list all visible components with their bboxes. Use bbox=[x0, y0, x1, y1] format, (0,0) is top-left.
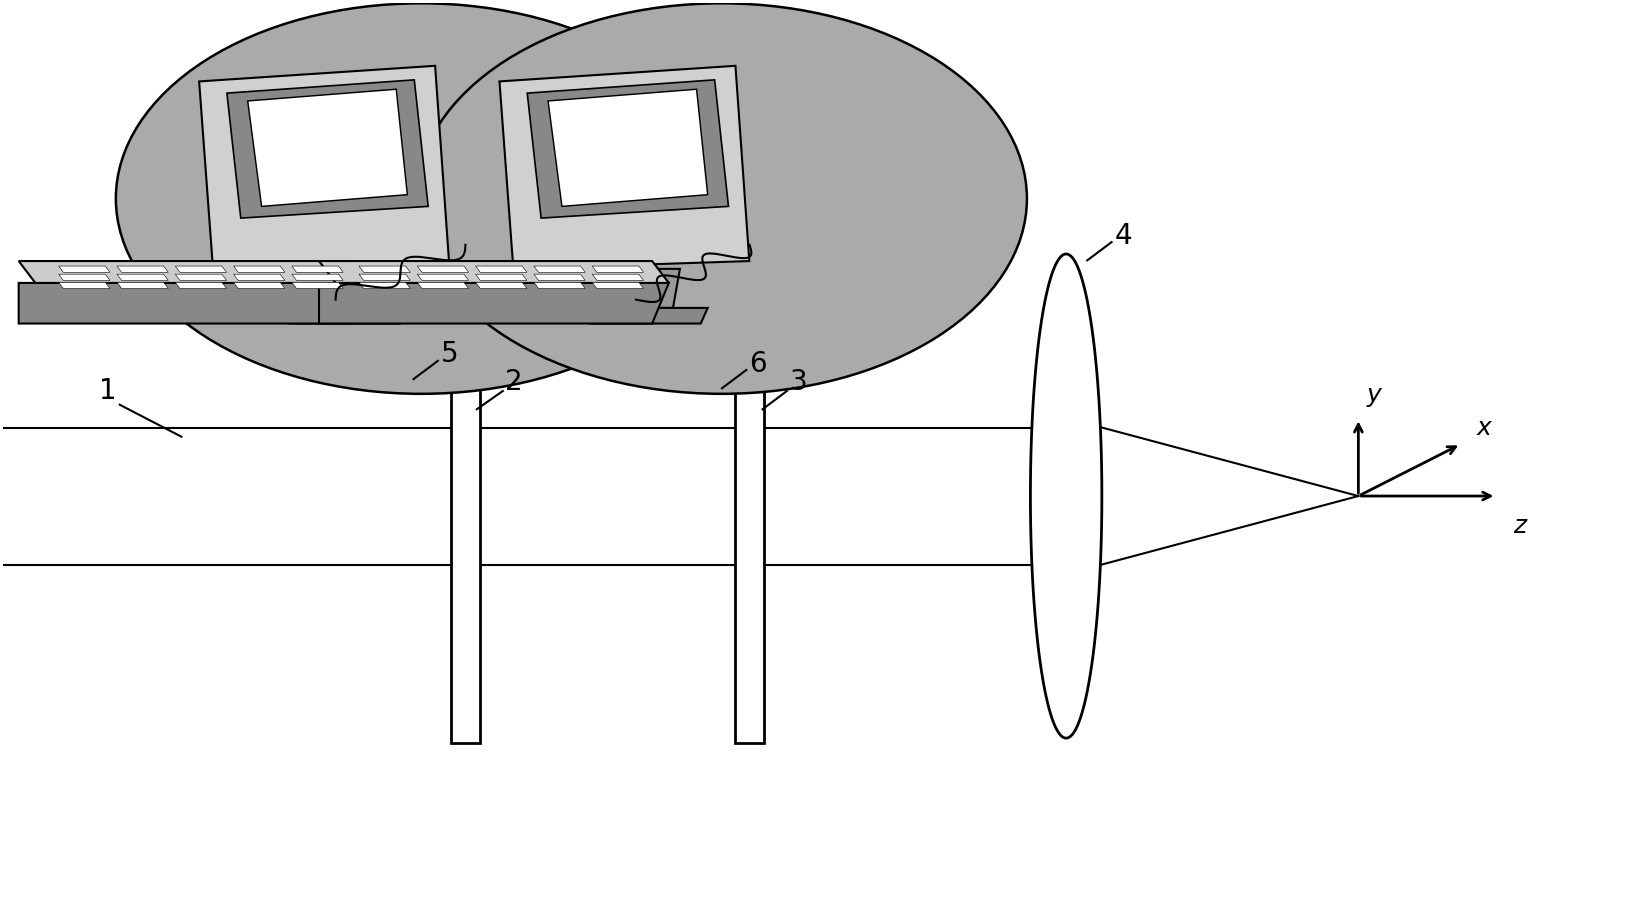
Polygon shape bbox=[310, 269, 380, 308]
Text: 5: 5 bbox=[440, 340, 458, 369]
Polygon shape bbox=[358, 282, 411, 289]
Polygon shape bbox=[593, 267, 643, 272]
Polygon shape bbox=[292, 274, 344, 280]
Text: z: z bbox=[1513, 515, 1526, 539]
Text: 4: 4 bbox=[1114, 221, 1132, 250]
Polygon shape bbox=[500, 66, 749, 269]
Polygon shape bbox=[476, 267, 526, 272]
Polygon shape bbox=[59, 267, 111, 272]
Polygon shape bbox=[593, 282, 643, 289]
Polygon shape bbox=[528, 80, 728, 218]
Text: 3: 3 bbox=[790, 368, 806, 396]
Polygon shape bbox=[534, 282, 585, 289]
Polygon shape bbox=[226, 80, 428, 218]
Polygon shape bbox=[282, 308, 407, 323]
Polygon shape bbox=[59, 282, 111, 289]
Polygon shape bbox=[358, 267, 411, 272]
Polygon shape bbox=[451, 244, 481, 743]
Polygon shape bbox=[417, 282, 469, 289]
Polygon shape bbox=[117, 282, 168, 289]
Polygon shape bbox=[199, 66, 450, 269]
Polygon shape bbox=[18, 283, 368, 323]
Polygon shape bbox=[292, 282, 344, 289]
Polygon shape bbox=[319, 261, 670, 283]
Polygon shape bbox=[476, 282, 526, 289]
Ellipse shape bbox=[116, 4, 727, 394]
Text: 6: 6 bbox=[749, 349, 767, 378]
Polygon shape bbox=[534, 267, 585, 272]
Polygon shape bbox=[583, 308, 707, 323]
Polygon shape bbox=[547, 89, 707, 207]
Polygon shape bbox=[59, 274, 111, 280]
Ellipse shape bbox=[415, 4, 1026, 394]
Polygon shape bbox=[319, 283, 670, 323]
Text: 2: 2 bbox=[505, 368, 523, 396]
Polygon shape bbox=[233, 267, 285, 272]
Polygon shape bbox=[117, 267, 168, 272]
Polygon shape bbox=[18, 261, 368, 283]
Polygon shape bbox=[248, 89, 407, 207]
Polygon shape bbox=[233, 282, 285, 289]
Polygon shape bbox=[176, 267, 226, 272]
Polygon shape bbox=[593, 274, 643, 280]
Polygon shape bbox=[358, 274, 411, 280]
Polygon shape bbox=[735, 244, 764, 743]
Text: x: x bbox=[1478, 415, 1492, 439]
Text: 1: 1 bbox=[99, 377, 117, 405]
Text: y: y bbox=[1367, 383, 1381, 407]
Polygon shape bbox=[176, 282, 226, 289]
Polygon shape bbox=[1031, 254, 1101, 738]
Polygon shape bbox=[233, 274, 285, 280]
Polygon shape bbox=[534, 274, 585, 280]
Polygon shape bbox=[611, 269, 679, 308]
Polygon shape bbox=[176, 274, 226, 280]
Polygon shape bbox=[417, 274, 469, 280]
Polygon shape bbox=[417, 267, 469, 272]
Polygon shape bbox=[476, 274, 526, 280]
Polygon shape bbox=[117, 274, 168, 280]
Polygon shape bbox=[292, 267, 344, 272]
